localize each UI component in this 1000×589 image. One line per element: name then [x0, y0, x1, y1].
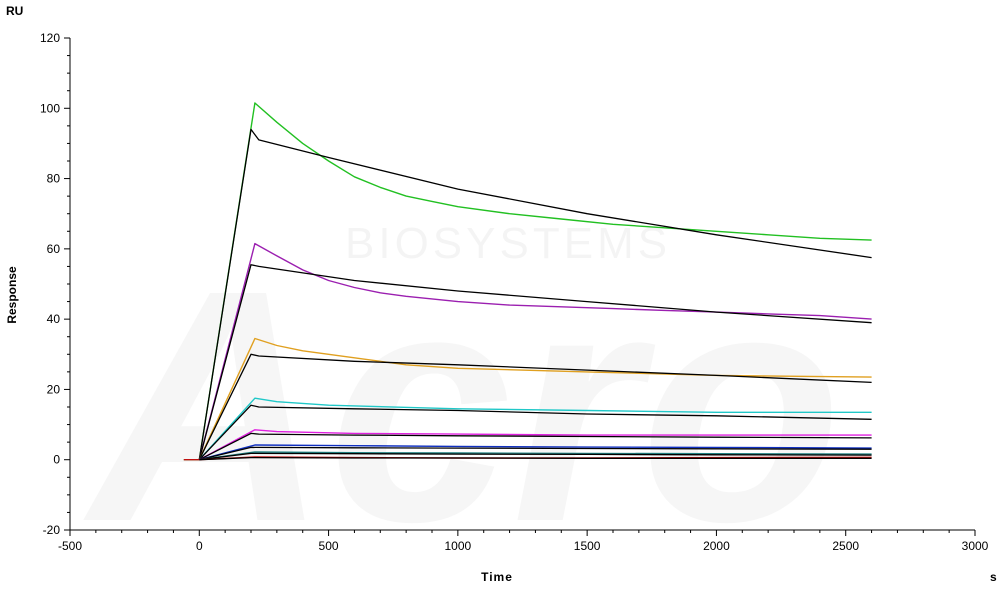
x-tick-label: 500 — [319, 539, 339, 553]
series-line-13 — [199, 451, 872, 461]
series-line-2 — [198, 128, 872, 460]
y-tick-label: 0 — [53, 453, 60, 467]
x-tick-label: -500 — [58, 539, 82, 553]
y-axis-label: Response — [5, 266, 19, 324]
x-tick-label: 2000 — [703, 539, 730, 553]
y-tick-label: 120 — [40, 31, 60, 45]
y-tick-label: 60 — [47, 242, 61, 256]
series-line-8 — [198, 404, 872, 461]
y-unit-label: RU — [6, 4, 23, 18]
series-line-14 — [199, 452, 872, 461]
series-line-5 — [198, 337, 872, 460]
series-line-10 — [199, 432, 872, 461]
watermark: BIOSYSTEMS Acro — [80, 219, 842, 589]
watermark-logo: Acro — [80, 221, 842, 589]
y-tick-label: 20 — [47, 382, 61, 396]
series-line-11 — [199, 444, 872, 461]
series-line-6 — [198, 353, 872, 460]
series-line-1 — [183, 102, 872, 461]
y-tick-label: 100 — [40, 101, 60, 115]
y-tick-label: 40 — [47, 312, 61, 326]
y-tick-label: -20 — [43, 523, 61, 537]
x-axis-label: Time — [481, 570, 513, 584]
series-line-16 — [199, 456, 872, 461]
ticks: -500 0 500 1000 1500 2000 2500 3000 -20 0 20 40 60 80… — [40, 31, 989, 553]
series-line-9 — [198, 429, 872, 461]
x-tick-label: 2500 — [832, 539, 859, 553]
series-layer — [183, 102, 872, 461]
x-tick-label: 3000 — [962, 539, 989, 553]
x-tick-label: 1500 — [574, 539, 601, 553]
series-line-12 — [199, 446, 872, 461]
x-tick-label: 1000 — [445, 539, 472, 553]
series-line-4 — [198, 264, 872, 460]
x-unit-label: s — [990, 570, 997, 584]
y-tick-label: 80 — [47, 172, 61, 186]
series-line-7 — [198, 397, 872, 461]
watermark-biosystems: BIOSYSTEMS — [345, 219, 671, 268]
x-tick-label: 0 — [196, 539, 203, 553]
